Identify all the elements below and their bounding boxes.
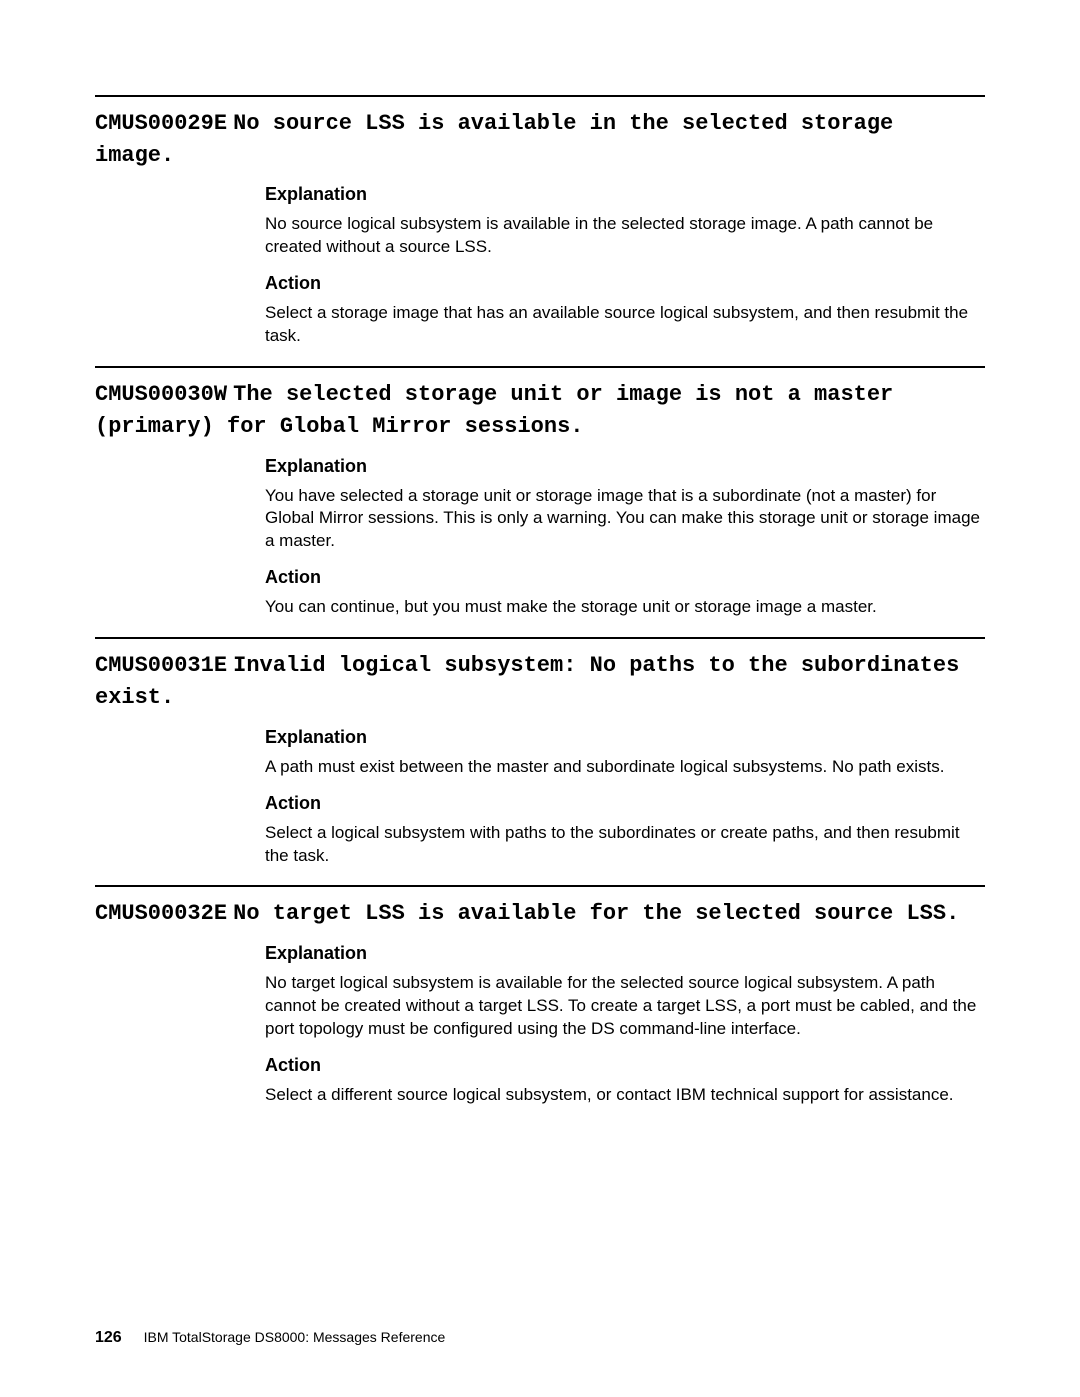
explanation-heading: Explanation xyxy=(265,456,985,477)
explanation-text: No source logical subsystem is available… xyxy=(265,213,985,259)
message-code: CMUS00031E xyxy=(95,653,227,678)
message-body: Explanation No target logical subsystem … xyxy=(265,943,985,1107)
explanation-heading: Explanation xyxy=(265,727,985,748)
action-heading: Action xyxy=(265,793,985,814)
message-title: CMUS00029E No source LSS is available in… xyxy=(95,107,985,170)
action-heading: Action xyxy=(265,1055,985,1076)
page: CMUS00029E No source LSS is available in… xyxy=(0,0,1080,1397)
message-title: CMUS00032E No target LSS is available fo… xyxy=(95,897,985,929)
explanation-text: A path must exist between the master and… xyxy=(265,756,985,779)
message-body: Explanation You have selected a storage … xyxy=(265,456,985,620)
action-text: You can continue, but you must make the … xyxy=(265,596,985,619)
explanation-heading: Explanation xyxy=(265,943,985,964)
action-heading: Action xyxy=(265,567,985,588)
page-number: 126 xyxy=(95,1329,122,1346)
explanation-heading: Explanation xyxy=(265,184,985,205)
message-code: CMUS00030W xyxy=(95,382,227,407)
message-body: Explanation A path must exist between th… xyxy=(265,727,985,868)
action-text: Select a different source logical subsys… xyxy=(265,1084,985,1107)
message-title: CMUS00031E Invalid logical subsystem: No… xyxy=(95,649,985,712)
message-block: CMUS00031E Invalid logical subsystem: No… xyxy=(95,637,985,867)
explanation-text: No target logical subsystem is available… xyxy=(265,972,985,1041)
action-text: Select a storage image that has an avail… xyxy=(265,302,985,348)
message-block: CMUS00029E No source LSS is available in… xyxy=(95,95,985,348)
action-heading: Action xyxy=(265,273,985,294)
message-body: Explanation No source logical subsystem … xyxy=(265,184,985,348)
page-footer: 126 IBM TotalStorage DS8000: Messages Re… xyxy=(95,1329,445,1347)
message-title-text: No target LSS is available for the selec… xyxy=(233,901,959,926)
message-block: CMUS00032E No target LSS is available fo… xyxy=(95,885,985,1106)
message-code: CMUS00029E xyxy=(95,111,227,136)
action-text: Select a logical subsystem with paths to… xyxy=(265,822,985,868)
message-title: CMUS00030W The selected storage unit or … xyxy=(95,378,985,441)
explanation-text: You have selected a storage unit or stor… xyxy=(265,485,985,554)
footer-title: IBM TotalStorage DS8000: Messages Refere… xyxy=(144,1329,446,1345)
message-block: CMUS00030W The selected storage unit or … xyxy=(95,366,985,619)
message-code: CMUS00032E xyxy=(95,901,227,926)
